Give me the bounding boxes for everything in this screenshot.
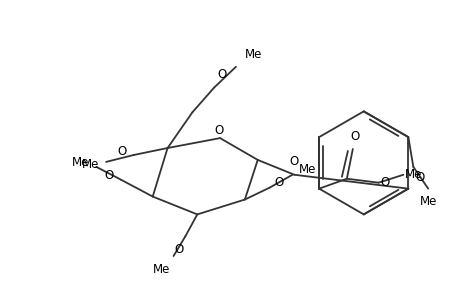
Text: Me: Me (419, 195, 436, 208)
Text: O: O (289, 155, 298, 168)
Text: Me: Me (244, 48, 262, 61)
Text: O: O (274, 176, 283, 189)
Text: O: O (217, 68, 226, 81)
Text: Me: Me (299, 163, 316, 176)
Text: Me: Me (404, 168, 422, 181)
Text: O: O (349, 130, 358, 143)
Text: O: O (414, 171, 424, 184)
Text: O: O (380, 176, 389, 189)
Text: Me: Me (72, 156, 89, 170)
Text: O: O (174, 243, 183, 256)
Text: Me: Me (82, 158, 99, 171)
Text: O: O (118, 146, 127, 158)
Text: O: O (214, 124, 223, 137)
Text: O: O (105, 169, 114, 182)
Text: Me: Me (153, 263, 170, 276)
